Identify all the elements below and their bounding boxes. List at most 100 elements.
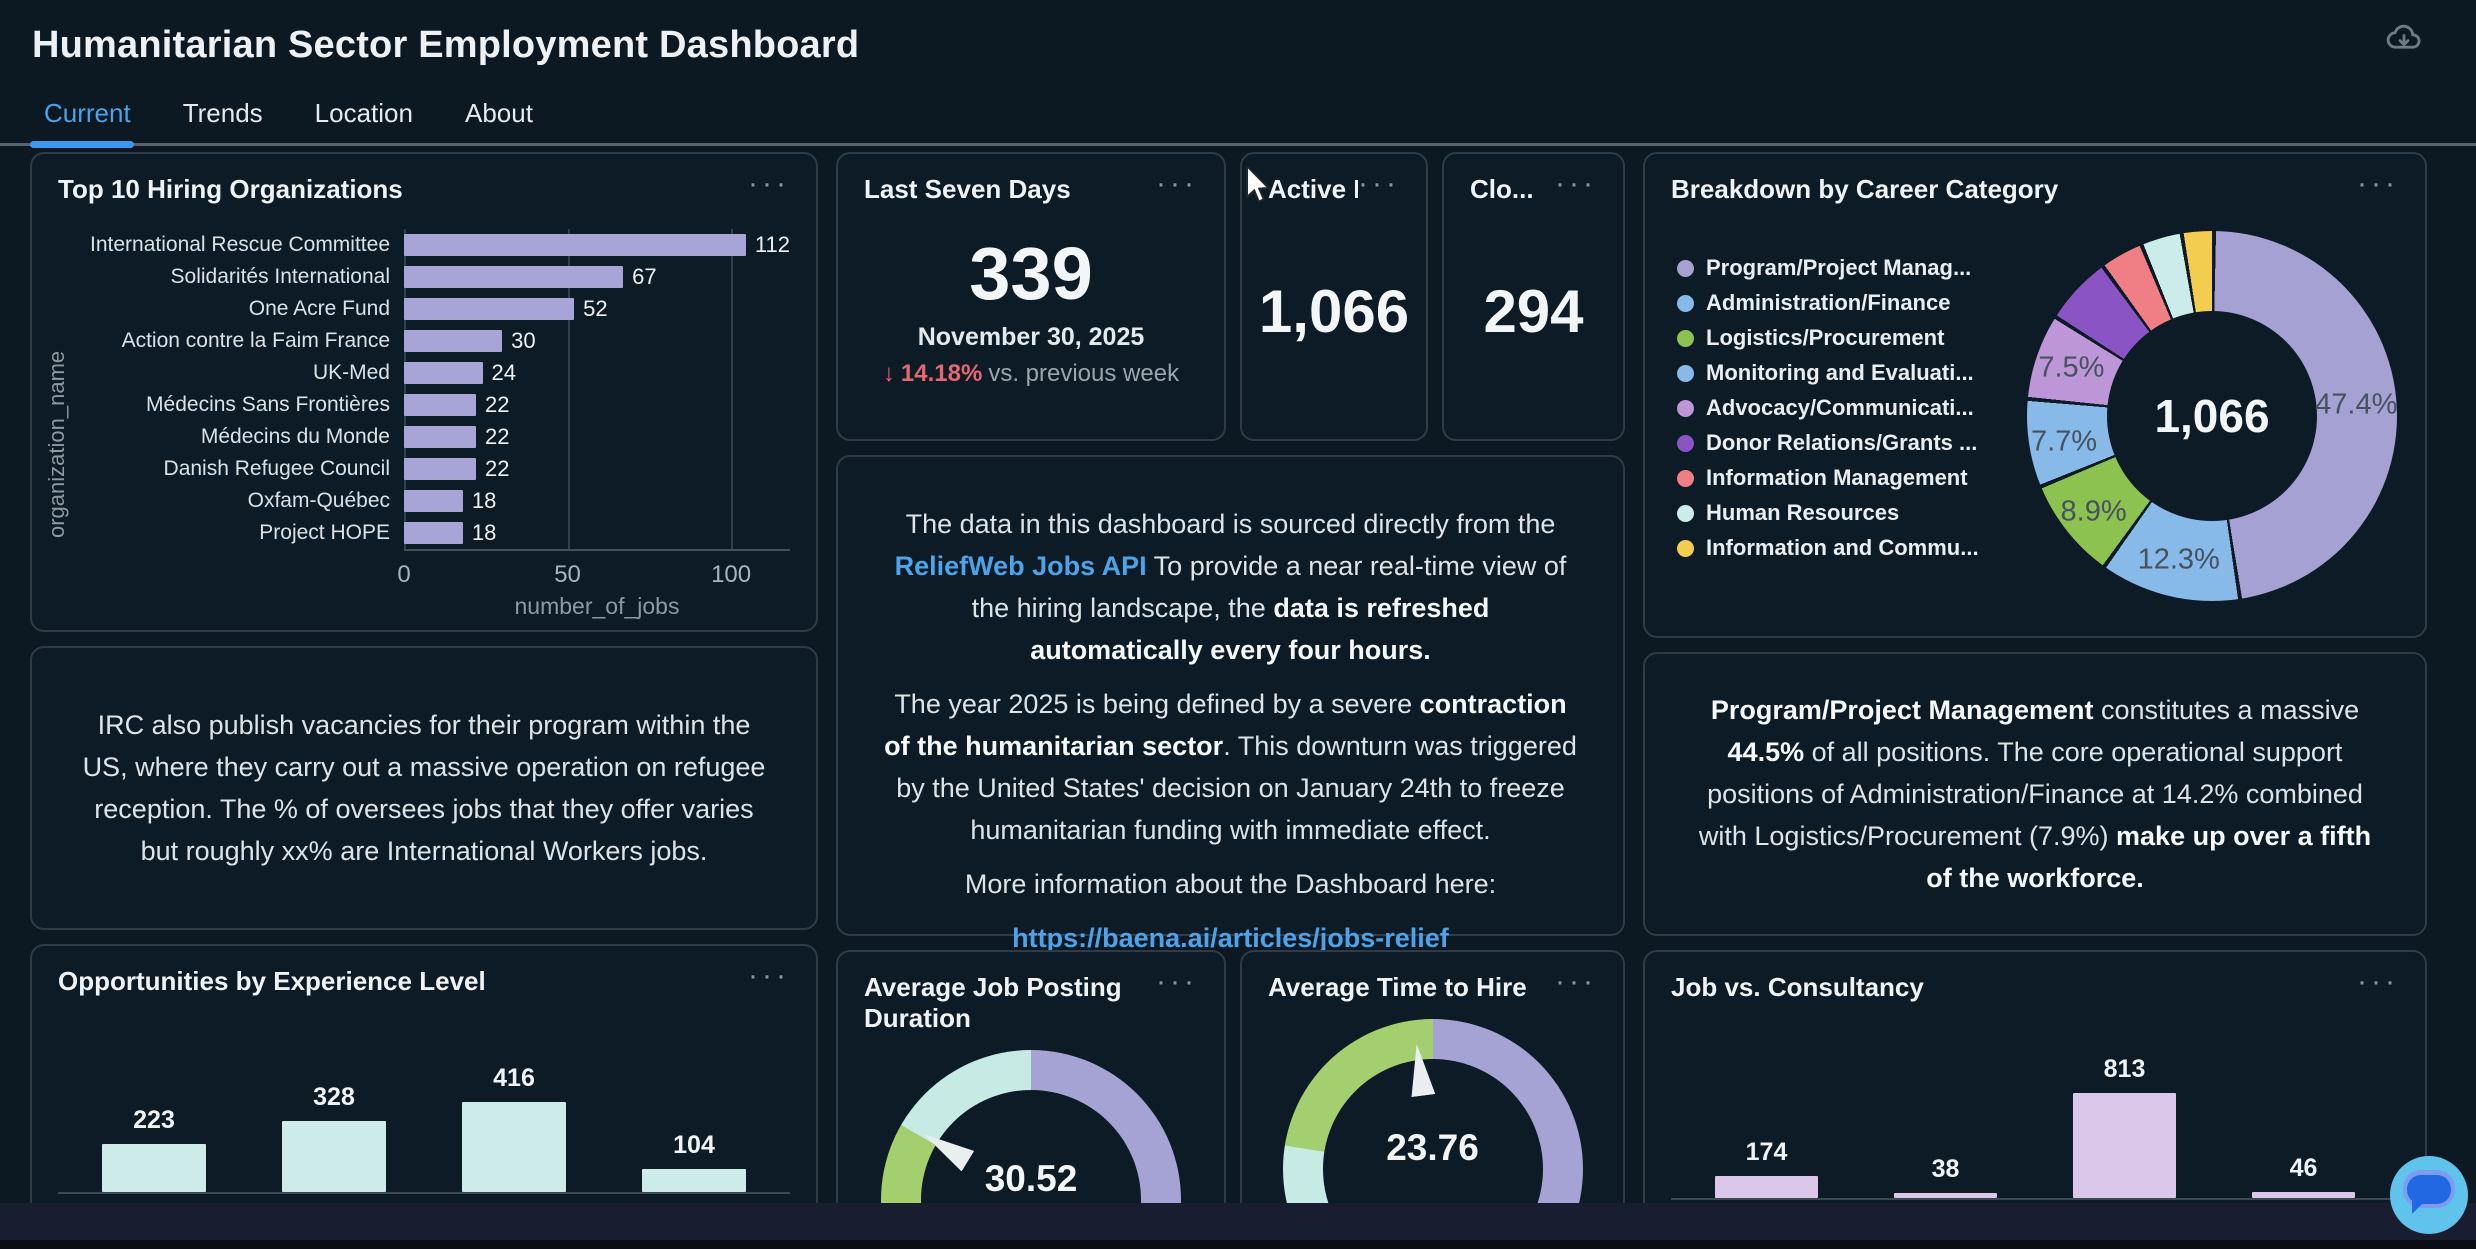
card-menu-icon[interactable]: ··· xyxy=(748,167,790,200)
bar[interactable] xyxy=(404,266,624,288)
card-menu-icon[interactable]: ··· xyxy=(1555,965,1597,998)
bar-value-label: 22 xyxy=(484,392,510,417)
bar[interactable] xyxy=(404,330,503,352)
legend-label: Human Resources xyxy=(1706,500,1900,525)
bar-row: 52 xyxy=(404,293,790,325)
card-menu-icon[interactable]: ··· xyxy=(1358,167,1400,200)
text-link[interactable]: ReliefWeb Jobs API xyxy=(894,551,1147,581)
x-axis-title: number_of_jobs xyxy=(514,593,680,619)
tab-current[interactable]: Current xyxy=(44,98,131,128)
card-menu-icon[interactable]: ··· xyxy=(1156,965,1198,998)
y-axis-title: organization_name xyxy=(44,350,69,538)
active-tab-indicator xyxy=(30,141,134,148)
card-title: Job vs. Consultancy xyxy=(1671,972,1924,1002)
kpi-delta-pct: 14.18% xyxy=(900,359,983,387)
bar[interactable] xyxy=(404,522,463,544)
legend-label: Information Management xyxy=(1706,465,1968,490)
bar-row: 22 xyxy=(404,453,790,485)
y-tick-label: Project HOPE xyxy=(259,521,390,544)
card-experience-level: Opportunities by Experience Level ··· 22… xyxy=(30,944,818,1203)
bar[interactable] xyxy=(281,1121,387,1192)
y-tick-label: Oxfam-Québec xyxy=(247,489,390,512)
kpi-date: November 30, 2025 xyxy=(917,322,1145,351)
bar[interactable] xyxy=(404,458,476,480)
legend-dot-icon xyxy=(1677,539,1694,557)
bar-value-label: 18 xyxy=(471,520,497,545)
bold-text: make up over a fifth of the workforce. xyxy=(1926,821,2372,893)
bar-row: 67 xyxy=(404,261,790,293)
column-left: Top 10 Hiring Organizations ··· organiza… xyxy=(30,152,818,1203)
bar-value-label: 30 xyxy=(511,328,536,353)
bar[interactable] xyxy=(641,1169,747,1192)
text: To provide a near real-time view of the … xyxy=(971,551,1567,623)
legend-item[interactable]: Human Resources xyxy=(1677,500,2007,526)
legend-item[interactable]: Monitoring and Evaluati... xyxy=(1677,360,2007,386)
bar[interactable] xyxy=(101,1144,207,1192)
page-bottom-edge xyxy=(0,1240,2476,1249)
tab-location[interactable]: Location xyxy=(314,98,413,128)
tab-trends[interactable]: Trends xyxy=(182,98,263,128)
top10-bar-chart: organization_name International Rescue Co… xyxy=(44,229,790,619)
legend-item[interactable]: Information and Commu... xyxy=(1677,535,2007,561)
y-tick-label: UK-Med xyxy=(312,361,390,384)
card-menu-icon[interactable]: ··· xyxy=(2357,167,2399,200)
card-menu-icon[interactable]: ··· xyxy=(1156,167,1198,200)
bar[interactable] xyxy=(2072,1093,2177,1198)
text: IRC also publish vacancies for their pro… xyxy=(82,710,766,866)
page-footer-strip xyxy=(0,1203,2476,1240)
bar-value-label: 112 xyxy=(754,232,790,257)
bar[interactable] xyxy=(404,362,483,384)
bar[interactable] xyxy=(404,394,476,416)
card-closed-postings: Clo... ··· 294 xyxy=(1442,152,1625,441)
bar[interactable] xyxy=(404,490,463,512)
bar[interactable] xyxy=(1714,1176,1819,1198)
card-title: Average Time to Hire xyxy=(1268,972,1527,1002)
card-job-vs-consultancy: Job vs. Consultancy ··· 1743881346Consul… xyxy=(1643,950,2427,1203)
legend-item[interactable]: Advocacy/Communicati... xyxy=(1677,395,2007,421)
cloud-download-icon[interactable] xyxy=(2384,18,2424,58)
bar[interactable] xyxy=(1893,1193,1998,1198)
kpi-delta-suffix: vs. previous week xyxy=(988,359,1180,387)
chat-widget-button[interactable] xyxy=(2390,1156,2468,1234)
bar[interactable] xyxy=(404,234,746,256)
kpi-value: 339 xyxy=(969,231,1093,315)
text-link[interactable]: https://baena.ai/articles/jobs-relief xyxy=(1012,923,1449,953)
card-irc-note: IRC also publish vacancies for their pro… xyxy=(30,646,818,930)
slice-pct-label: 12.3% xyxy=(2137,543,2220,576)
bar[interactable] xyxy=(461,1102,567,1192)
donut[interactable]: 47.4% 12.3% 8.9% 7.7% 7.5% 1,066 xyxy=(2027,231,2397,601)
slice-pct-label: 47.4% xyxy=(2315,388,2398,421)
bold-text: contraction of the humanitarian sector xyxy=(884,689,1567,761)
bar-column: 223 xyxy=(64,1106,244,1192)
card-menu-icon[interactable]: ··· xyxy=(2357,965,2399,998)
card-menu-icon[interactable]: ··· xyxy=(748,959,790,992)
kpi-value: 294 xyxy=(1483,278,1584,345)
chat-bubble-icon xyxy=(2407,1175,2451,1214)
bar-row: 112 xyxy=(404,229,790,261)
bar[interactable] xyxy=(2251,1192,2356,1198)
kpi-row: Last Seven Days ··· 339 November 30, 202… xyxy=(836,152,1625,441)
experience-bar-chart: 2233284161040-2 years3-4 years5-9 years1… xyxy=(58,1017,790,1203)
y-tick-label: International Rescue Committee xyxy=(90,233,390,256)
paragraph: Program/Project Management constitutes a… xyxy=(1689,689,2381,899)
legend-item[interactable]: Program/Project Manag... xyxy=(1677,255,2007,281)
bar-value-label: 67 xyxy=(632,264,657,289)
legend-label: Monitoring and Evaluati... xyxy=(1706,360,1974,385)
bar-column: 813 xyxy=(2035,1055,2214,1198)
legend-dot-icon xyxy=(1677,364,1694,382)
bar-value-label: 18 xyxy=(471,488,497,513)
bar-value-label: 174 xyxy=(1745,1138,1788,1166)
card-menu-icon[interactable]: ··· xyxy=(1555,167,1597,200)
bar[interactable] xyxy=(404,426,476,448)
y-tick-label: Médecins du Monde xyxy=(200,425,390,448)
program-note-text: Program/Project Management constitutes a… xyxy=(1671,677,2399,911)
legend-item[interactable]: Information Management xyxy=(1677,465,2007,491)
kpi-delta: ↓ 14.18% vs. previous week xyxy=(883,360,1179,388)
legend-item[interactable]: Donor Relations/Grants ... xyxy=(1677,430,2007,456)
tab-about[interactable]: About xyxy=(464,98,533,128)
card-title: Active P... xyxy=(1268,174,1358,204)
legend-item[interactable]: Administration/Finance xyxy=(1677,290,2007,316)
legend-item[interactable]: Logistics/Procurement xyxy=(1677,325,2007,351)
bar[interactable] xyxy=(404,298,575,320)
donut-legend: Program/Project Manag... Administration/F… xyxy=(1677,255,2007,601)
